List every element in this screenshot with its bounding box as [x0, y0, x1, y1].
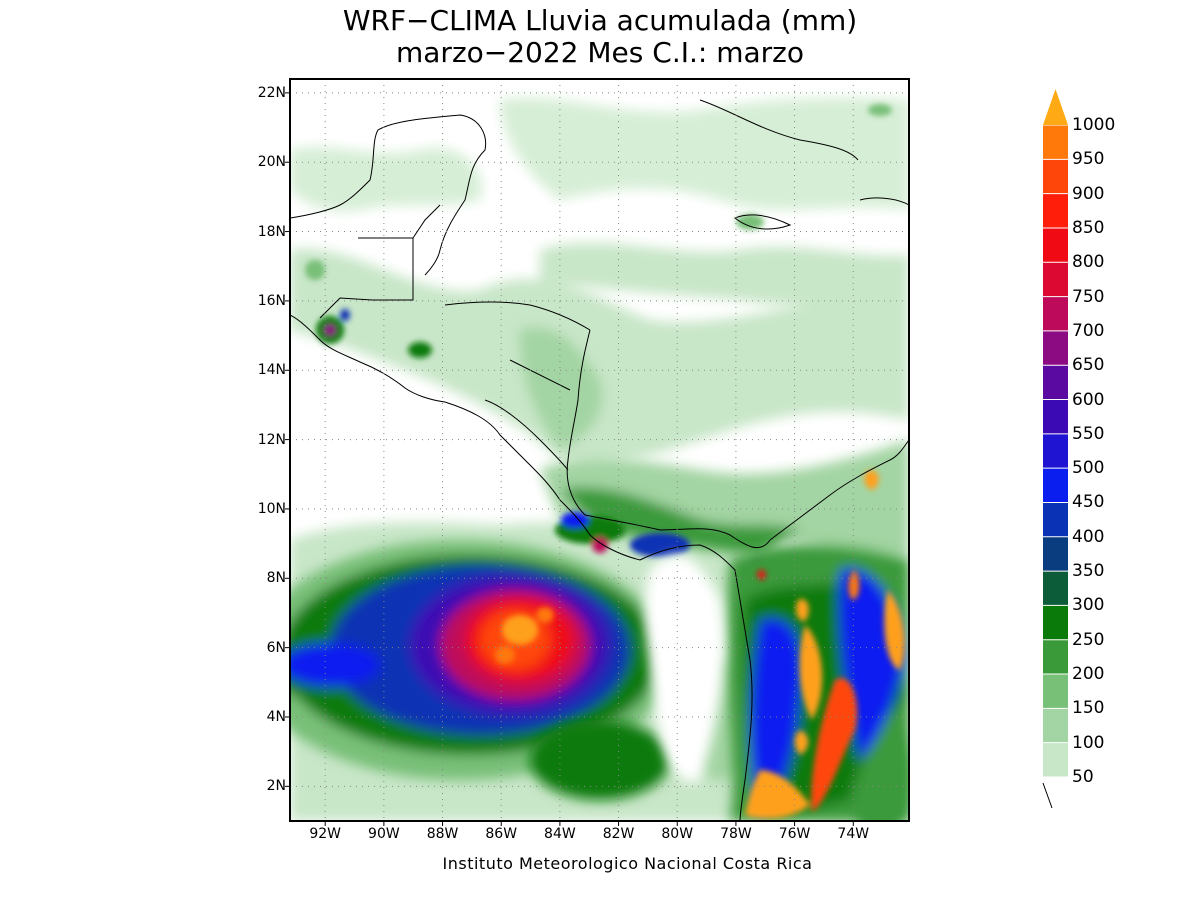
colorbar-label: 250	[1072, 629, 1105, 650]
colorbar-segment	[1043, 365, 1068, 400]
colorbar-segment	[1043, 193, 1068, 228]
lat-tick-label: 22N	[257, 84, 286, 101]
colorbar-segment	[1043, 742, 1068, 777]
lon-tick-label: 82W	[602, 826, 635, 842]
colorbar-segment	[1043, 399, 1068, 434]
colorbar	[1043, 89, 1068, 778]
lon-tick-label: 78W	[720, 826, 752, 842]
grid-lines	[290, 79, 909, 821]
chart-title: WRF−CLIMA Lluvia acumulada (mm)	[342, 4, 858, 37]
colorbar-tail	[1042, 782, 1053, 809]
lon-tick-label: 76W	[778, 826, 811, 842]
credit-text: Instituto Meteorologico Nacional Costa R…	[442, 854, 813, 873]
colorbar-label: 700	[1072, 320, 1105, 341]
colorbar-label: 800	[1072, 252, 1105, 273]
colorbar-segment	[1043, 296, 1068, 331]
colorbar-label: 550	[1072, 423, 1105, 444]
map-frame	[289, 78, 910, 822]
lon-tick-label: 86W	[485, 826, 518, 842]
colorbar-label: 900	[1072, 183, 1105, 204]
lat-tick-label: 2N	[266, 778, 286, 795]
chart-subtitle: marzo−2022 Mes C.I.: marzo	[396, 36, 804, 69]
colorbar-segment	[1043, 708, 1068, 743]
colorbar-segment	[1043, 330, 1068, 366]
colorbar-label: 450	[1072, 492, 1105, 513]
colorbar-label: 50	[1072, 767, 1094, 787]
colorbar-label: 350	[1072, 561, 1105, 582]
colorbar-label: 850	[1072, 217, 1105, 238]
colorbar-segment	[1043, 639, 1068, 675]
colorbar-segment	[1043, 159, 1068, 194]
dry-zone	[645, 555, 724, 782]
lon-tick-label: 88W	[426, 826, 459, 842]
rain-core-colombia	[745, 470, 905, 819]
lon-tick-label: 92W	[309, 826, 342, 842]
lat-tick-label: 14N	[257, 362, 286, 379]
colorbar-label: 200	[1072, 664, 1105, 685]
rain-band-caribbean	[520, 328, 909, 560]
colorbar-segment	[1043, 468, 1068, 503]
colorbar-label: 500	[1072, 458, 1105, 479]
colorbar-label: 400	[1072, 526, 1105, 547]
colorbar-segment	[1043, 502, 1068, 537]
colorbar-top-arrow	[1043, 89, 1068, 125]
lat-tick-label: 18N	[257, 223, 286, 240]
lat-tick-label: 16N	[257, 292, 286, 309]
colorbar-segment	[1043, 536, 1068, 572]
lat-tick-label: 4N	[266, 708, 286, 725]
precipitation-field	[290, 79, 909, 821]
colorbar-label: 100	[1072, 732, 1105, 753]
lon-tick-label: 80W	[661, 826, 694, 842]
coastlines	[290, 99, 909, 821]
colorbar-label: 650	[1072, 355, 1105, 376]
colorbar-segment	[1043, 262, 1068, 297]
lat-tick-label: 6N	[266, 639, 286, 656]
colorbar-label: 950	[1072, 149, 1105, 170]
colorbar-label: 300	[1072, 595, 1105, 616]
colorbar-segment	[1043, 227, 1068, 263]
colorbar-label: 600	[1072, 389, 1105, 410]
colorbar-segment	[1043, 674, 1068, 709]
lat-tick-label: 8N	[266, 570, 286, 587]
colorbar-segment	[1043, 605, 1068, 640]
lat-tick-label: 12N	[257, 431, 286, 448]
colorbar-segment	[1043, 433, 1068, 469]
colorbar-segment	[1043, 571, 1068, 606]
lon-tick-label: 84W	[544, 826, 576, 842]
lat-tick-label: 10N	[257, 500, 286, 517]
colorbar-label: 750	[1072, 286, 1105, 307]
rain-spots-north	[305, 104, 892, 358]
lat-tick-label: 20N	[257, 154, 286, 171]
colorbar-label: 1000	[1072, 115, 1116, 135]
axis-ticks	[285, 92, 854, 826]
rain-core-pacific	[495, 607, 554, 664]
lon-tick-label: 90W	[368, 826, 400, 842]
colorbar-label: 150	[1072, 698, 1105, 719]
colorbar-segment	[1043, 125, 1068, 160]
lon-tick-label: 74W	[837, 826, 870, 842]
